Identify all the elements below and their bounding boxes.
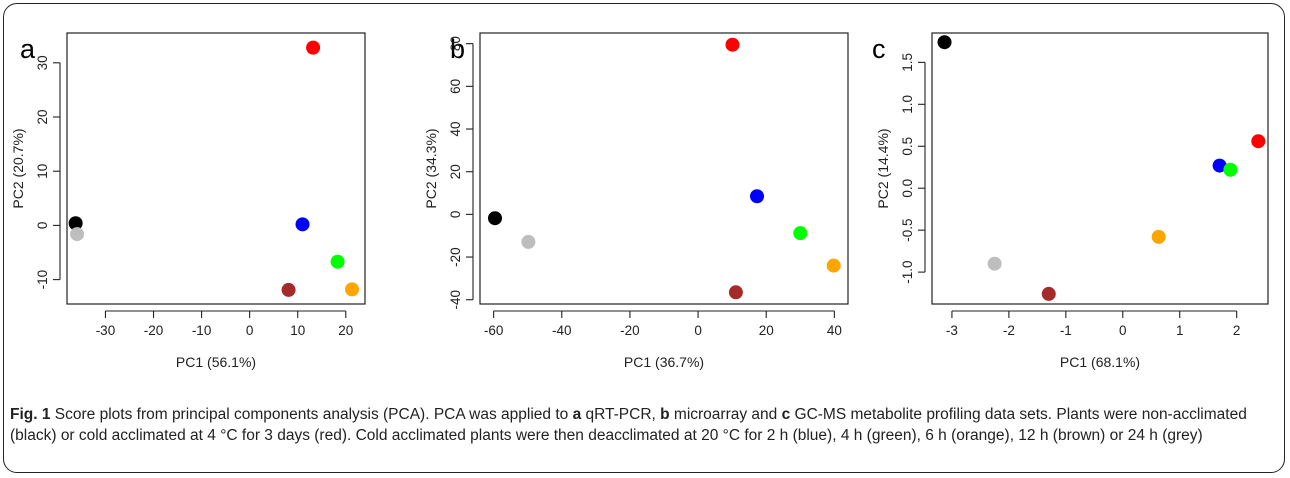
x-axis: -60 -40 -20 0 20 40 [484, 310, 842, 338]
caption-panel-ref: c [781, 406, 791, 423]
y-tick-label: -20 [448, 247, 463, 267]
x-tick-label: -40 [552, 323, 572, 338]
x-tick-label: 1 [1176, 323, 1184, 338]
y-tick-label: 30 [35, 55, 50, 70]
x-axis-title: PC1 (36.7%) [624, 354, 704, 370]
data-point [987, 256, 1002, 271]
y-tick-label: -0.5 [900, 219, 915, 242]
panel-b: b -60 -40 -20 0 20 40 -40 -20 0 20 40 60 80 PC1 (36.7%… [423, 32, 849, 370]
y-tick-label: 60 [448, 79, 463, 94]
plot-frame [479, 32, 849, 305]
y-tick-label: 20 [448, 164, 463, 179]
x-axis: -3 -2 -1 0 1 2 [946, 310, 1241, 338]
figure-caption: Fig. 1 Score plots from principal compon… [10, 404, 1270, 446]
x-tick-label: -10 [192, 323, 212, 338]
data-point [1223, 162, 1238, 177]
y-tick-label: 0 [35, 222, 50, 230]
data-point [1151, 229, 1166, 244]
caption-segment: GC-MS metabolite profiling data sets. Pl… [10, 406, 1247, 444]
y-tick-label: 80 [448, 36, 463, 51]
y-tick-label: -1.0 [900, 260, 915, 283]
y-tick-label: 40 [448, 122, 463, 137]
data-point [1251, 134, 1266, 149]
data-point [330, 254, 345, 269]
x-tick-label: 20 [759, 323, 774, 338]
data-point [306, 40, 321, 55]
caption-text: Score plots from principal components an… [10, 406, 1247, 444]
x-tick-label: 10 [290, 323, 305, 338]
x-axis-title: PC1 (56.1%) [176, 354, 256, 370]
data-point [793, 226, 808, 241]
data-points [937, 35, 1266, 301]
y-tick-label: 20 [35, 109, 50, 124]
x-tick-label: -60 [484, 323, 504, 338]
x-tick-label: -1 [1060, 323, 1072, 338]
x-tick-label: 0 [694, 323, 702, 338]
caption-panel-ref: b [660, 406, 670, 423]
y-axis-title: PC2 (20.7%) [10, 128, 26, 208]
x-tick-label: 0 [1119, 323, 1127, 338]
panel-a: a -30 -20 -10 0 10 20 -10 0 10 20 30 PC1 (56.1%) PC2 … [10, 32, 366, 370]
x-tick-label: 20 [338, 323, 353, 338]
data-point [750, 189, 765, 204]
data-point [725, 37, 740, 52]
y-axis: -10 0 10 20 30 [35, 55, 61, 290]
y-tick-label: 0 [448, 211, 463, 219]
y-axis: -40 -20 0 20 40 60 80 [448, 36, 474, 310]
plot-frame [66, 32, 366, 305]
data-point [281, 282, 296, 297]
data-point [826, 258, 841, 273]
y-tick-label: 1.0 [900, 95, 915, 114]
data-point [728, 285, 743, 300]
panel-label: a [20, 34, 36, 64]
y-axis: -1.0 -0.5 0.0 0.5 1.0 1.5 [900, 53, 926, 284]
x-tick-label: 2 [1233, 323, 1241, 338]
caption-fig-label: Fig. 1 [10, 406, 51, 423]
y-axis-title: PC2 (14.4%) [875, 128, 891, 208]
data-point [345, 282, 360, 297]
y-axis-title: PC2 (34.3%) [423, 128, 439, 208]
x-tick-label: -30 [96, 323, 116, 338]
y-tick-label: 1.5 [900, 53, 915, 72]
x-axis-title: PC1 (68.1%) [1060, 354, 1140, 370]
x-tick-label: 0 [246, 323, 254, 338]
data-point [295, 217, 310, 232]
y-tick-label: 0.0 [900, 179, 915, 198]
caption-panel-ref: a [572, 406, 582, 423]
plot-frame [931, 32, 1269, 305]
panel-label: c [872, 34, 886, 64]
y-tick-label: -40 [448, 290, 463, 310]
data-point [1212, 158, 1227, 173]
data-points [68, 40, 360, 297]
y-tick-label: -10 [35, 270, 50, 290]
y-tick-label: 0.5 [900, 137, 915, 156]
caption-segment: Score plots from principal components an… [50, 406, 573, 423]
y-tick-label: 10 [35, 164, 50, 179]
panel-c: c -3 -2 -1 0 1 2 -1.0 -0.5 0.0 0.5 1.0 1.5 PC1 (68.1%… [872, 32, 1269, 370]
x-tick-label: 40 [827, 323, 842, 338]
x-tick-label: -20 [144, 323, 164, 338]
caption-segment: microarray and [669, 406, 782, 423]
x-tick-label: -3 [946, 323, 958, 338]
data-point [70, 227, 85, 242]
x-tick-label: -20 [620, 323, 640, 338]
x-axis: -30 -20 -10 0 10 20 [96, 310, 353, 338]
x-tick-label: -2 [1003, 323, 1015, 338]
data-points [487, 37, 841, 300]
data-point [487, 211, 502, 226]
data-point [937, 35, 952, 50]
data-point [521, 234, 536, 249]
panel-label: b [450, 34, 465, 64]
figure-frame [3, 3, 1285, 473]
data-point [68, 216, 83, 231]
caption-segment: qRT-PCR, [581, 406, 661, 423]
data-point [1041, 286, 1056, 301]
